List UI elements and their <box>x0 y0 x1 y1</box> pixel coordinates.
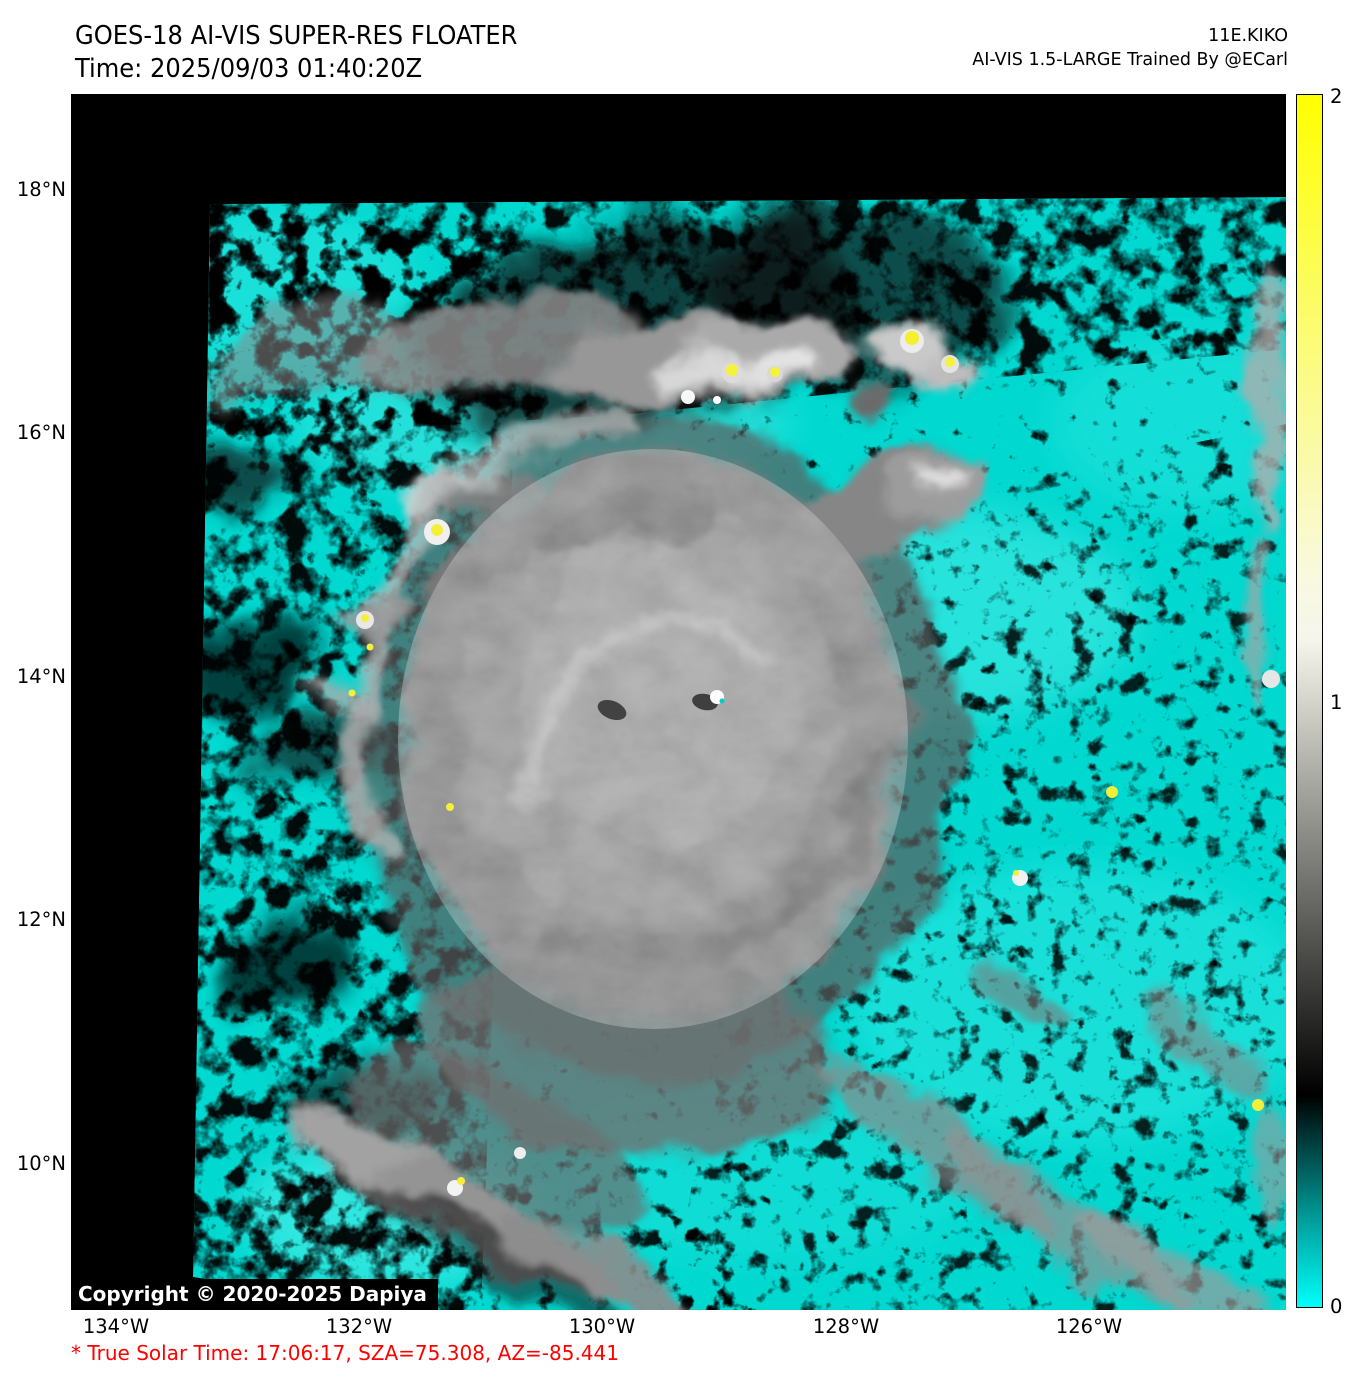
plot-area <box>71 94 1286 1310</box>
storm-id-label: 11E.KIKO <box>1208 26 1288 46</box>
lat-tick-label: 10°N <box>16 1152 66 1175</box>
credit-block: 11E.KIKO AI-VIS 1.5-LARGE Trained By @EC… <box>972 24 1288 72</box>
lat-tick-label: 14°N <box>16 665 66 688</box>
storm-eye <box>597 690 725 721</box>
copyright-badge: Copyright © 2020-2025 Dapiya <box>71 1279 438 1310</box>
header: GOES-18 AI-VIS SUPER-RES FLOATER Time: 2… <box>75 20 517 86</box>
lon-tick-label: 130°W <box>568 1315 636 1338</box>
lat-tick-label: 12°N <box>16 908 66 931</box>
model-credit-label: AI-VIS 1.5-LARGE Trained By @ECarl <box>972 50 1288 70</box>
timestamp-label: Time: 2025/09/03 01:40:20Z <box>75 54 423 84</box>
lon-tick-label: 132°W <box>325 1315 393 1338</box>
colorbar <box>1296 94 1323 1308</box>
storm-clouds <box>197 264 1286 1310</box>
lon-tick-label: 134°W <box>82 1315 150 1338</box>
colorbar-tick-min: 0 <box>1330 1295 1343 1318</box>
colorbar-tick-mid: 1 <box>1330 691 1343 714</box>
lon-tick-label: 126°W <box>1055 1315 1123 1338</box>
bright-cloud-tops <box>348 329 1280 1196</box>
lon-tick-label: 128°W <box>812 1315 880 1338</box>
page-title: GOES-18 AI-VIS SUPER-RES FLOATER <box>75 21 518 51</box>
lat-tick-label: 16°N <box>16 421 66 444</box>
lat-tick-label: 18°N <box>16 178 66 201</box>
solar-time-note: * True Solar Time: 17:06:17, SZA=75.308,… <box>71 1341 619 1365</box>
satellite-image <box>71 94 1286 1310</box>
colorbar-tick-max: 2 <box>1330 85 1343 108</box>
